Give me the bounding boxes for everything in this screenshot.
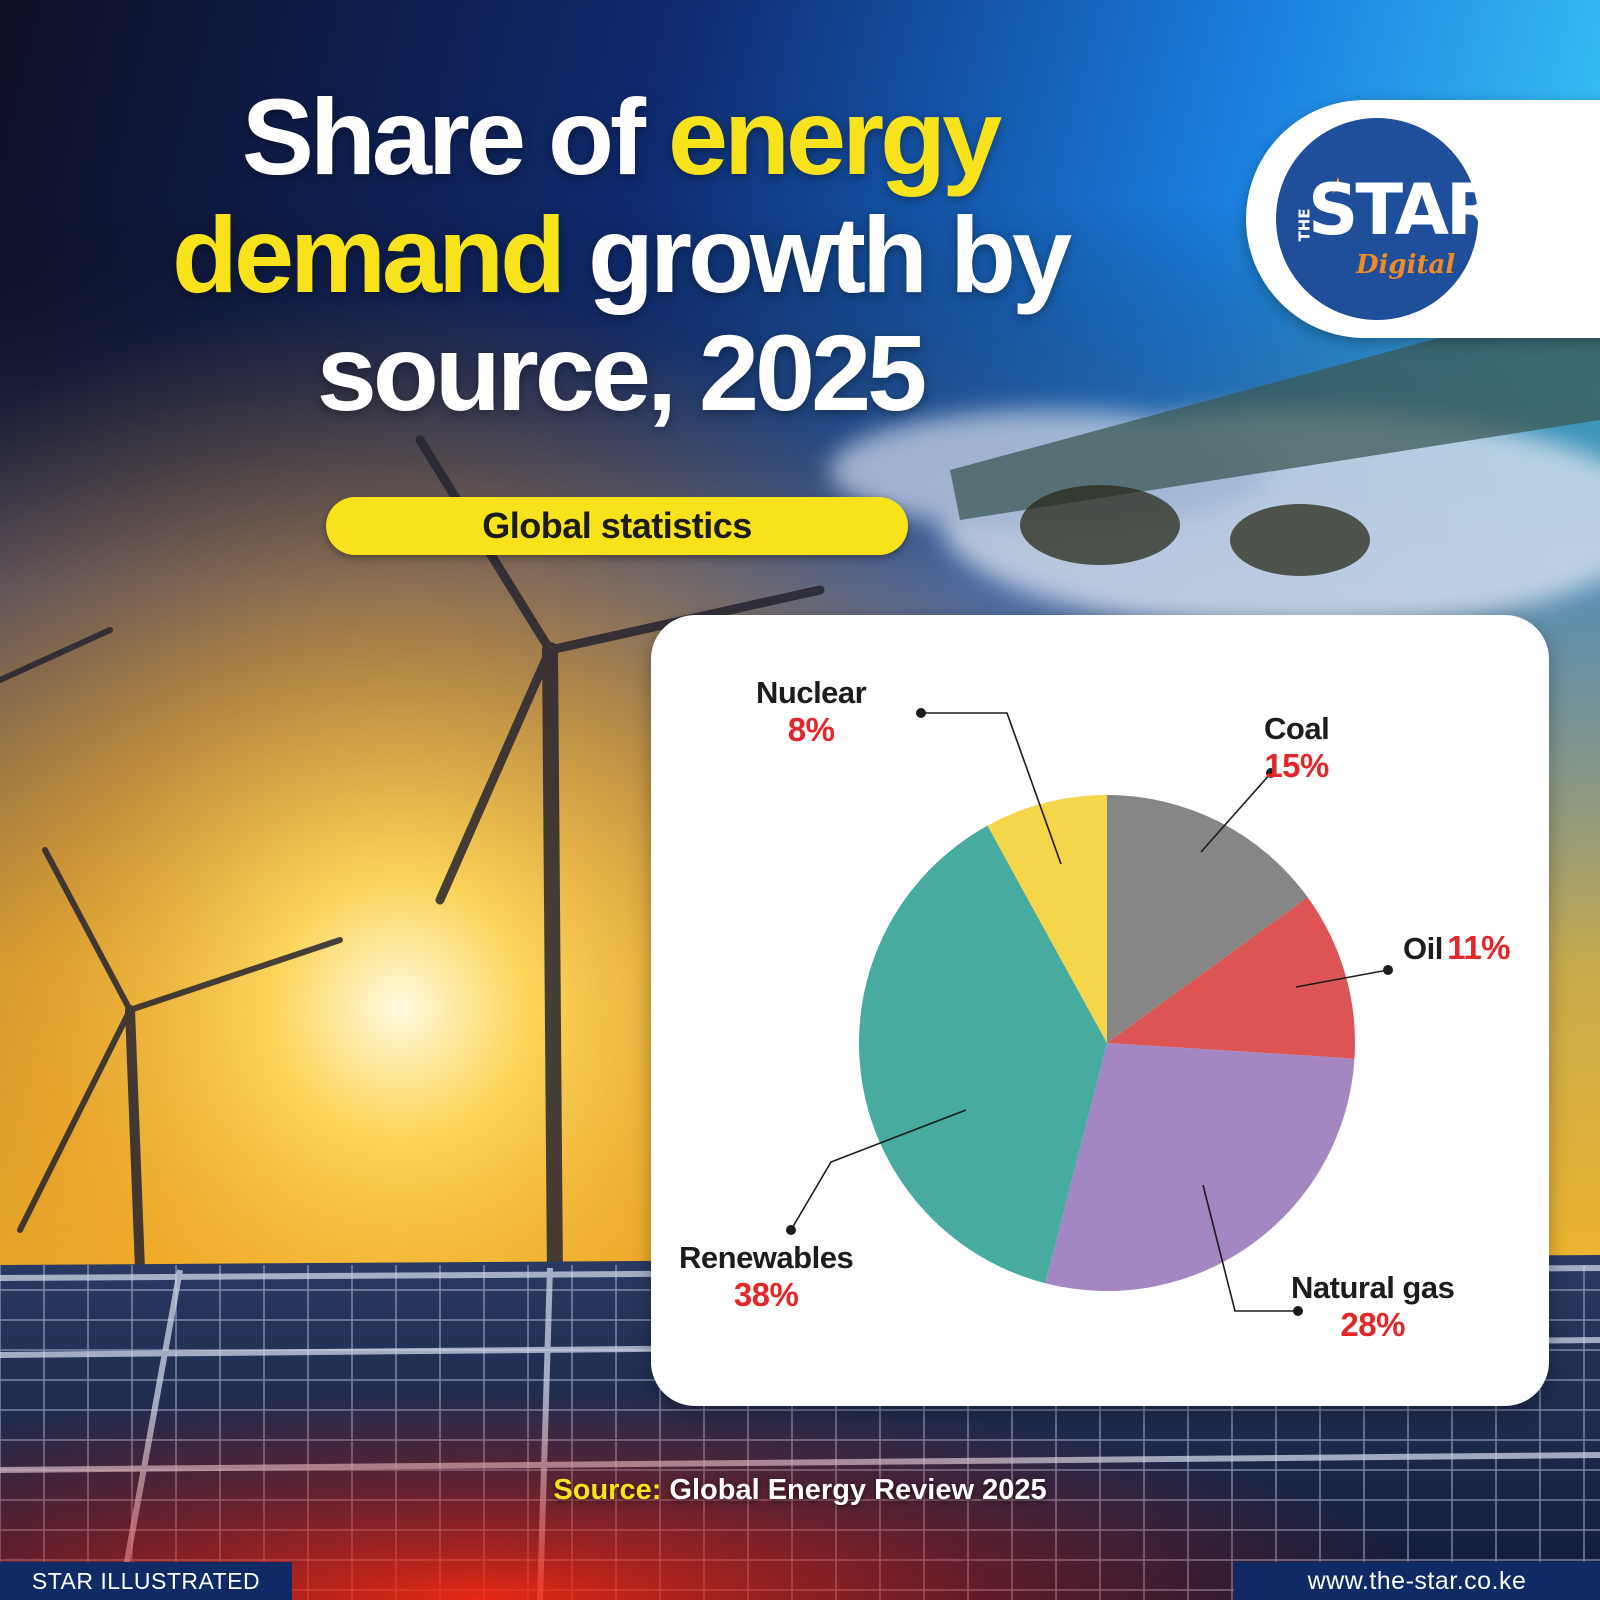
title-part-3: growth by source, 2025: [316, 194, 1072, 433]
label-coal-name: Coal: [1264, 711, 1330, 746]
leader-line-oil: [1295, 969, 1389, 988]
pie-slice-oil: [1107, 897, 1355, 1059]
footer-website-link[interactable]: www.the-star.co.ke: [1234, 1562, 1600, 1600]
logo-digital-text: Digital: [1356, 250, 1456, 280]
label-coal: Coal 15%: [1264, 711, 1330, 785]
chart-card: Nuclear 8% Coal 15% Oil 11% Renewables 3…: [651, 615, 1549, 1406]
label-renewables-name: Renewables: [679, 1240, 854, 1275]
star-icon: ★: [1328, 173, 1348, 198]
label-renewables-value: 38%: [733, 1276, 799, 1313]
source-text: Global Energy Review 2025: [661, 1474, 1047, 1506]
brand-logo[interactable]: THE ★ STAR Digital: [1246, 100, 1600, 338]
logo-star-text: STAR: [1308, 169, 1478, 251]
pie-slice-natural-gas: [1045, 1043, 1355, 1292]
subtitle-badge: Global statistics: [326, 497, 908, 555]
label-coal-value: 15%: [1264, 747, 1329, 784]
leader-line-natural-gas: [1202, 1184, 1298, 1312]
logo-circle: THE ★ STAR Digital: [1276, 118, 1478, 320]
label-renewables: Renewables 38%: [679, 1240, 854, 1314]
leader-dot-natural-gas: [1293, 1306, 1303, 1316]
title-part-1: Share of: [241, 76, 668, 197]
title-highlight-energy: energy: [667, 76, 1002, 197]
leader-dot-renewables: [786, 1225, 796, 1235]
leader-line-renewables: [790, 1109, 967, 1231]
pie-slice-renewables: [859, 825, 1107, 1284]
leader-line-coal: [1200, 772, 1272, 853]
title-highlight-demand: demand: [171, 194, 566, 315]
pie-slice-nuclear: [987, 795, 1107, 1043]
label-natural-gas: Natural gas 28%: [1291, 1270, 1455, 1344]
footer-credit: STAR ILLUSTRATED: [0, 1562, 292, 1600]
label-oil: Oil 11%: [1403, 929, 1511, 967]
source-note: Source: Global Energy Review 2025: [0, 1474, 1600, 1507]
label-nuclear: Nuclear 8%: [756, 675, 867, 749]
page-title: Share of energy demand growth by source, …: [60, 78, 1180, 432]
pie-slice-coal: [1107, 795, 1308, 1043]
leader-line-nuclear: [921, 712, 1062, 865]
pie-chart: [786, 708, 1393, 1316]
label-natural-gas-value: 28%: [1340, 1306, 1405, 1343]
leader-dot-nuclear: [916, 708, 926, 718]
label-oil-value: 11%: [1447, 929, 1511, 966]
leader-dot-oil: [1383, 965, 1393, 975]
label-nuclear-value: 8%: [787, 711, 835, 748]
label-natural-gas-name: Natural gas: [1291, 1270, 1455, 1305]
label-nuclear-name: Nuclear: [756, 675, 867, 710]
leader-dot-coal: [1266, 768, 1276, 778]
source-label: Source:: [553, 1474, 662, 1506]
label-oil-name: Oil: [1403, 931, 1443, 966]
